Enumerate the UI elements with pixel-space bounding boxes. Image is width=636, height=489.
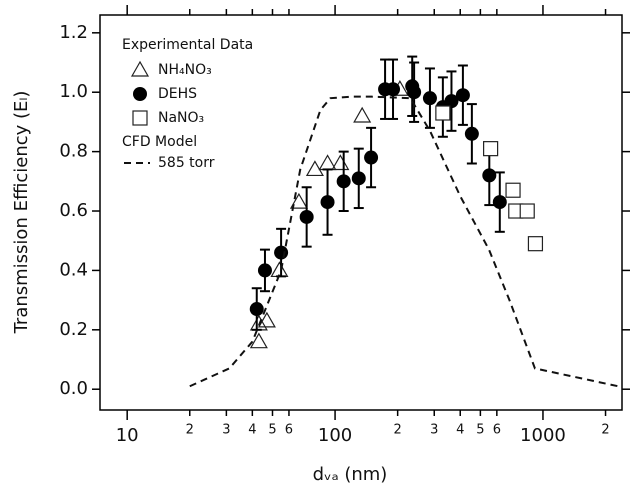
legend-marker bbox=[130, 60, 150, 77]
point bbox=[364, 150, 379, 165]
x-tick-label: 2 bbox=[186, 423, 194, 438]
x-tick-label: 5 bbox=[476, 423, 484, 438]
y-axis-label: Transmission Efficiency (Eₗ) bbox=[11, 91, 32, 335]
point bbox=[435, 105, 451, 121]
y-tick-label: 1.0 bbox=[59, 81, 88, 102]
x-tick-label: 5 bbox=[268, 423, 276, 438]
point bbox=[305, 160, 324, 177]
y-tick-label: 0.8 bbox=[59, 141, 88, 162]
legend-label: 585 torr bbox=[158, 155, 215, 171]
x-tick-label: 2 bbox=[601, 423, 609, 438]
x-tick-label: 3 bbox=[430, 423, 438, 438]
point bbox=[257, 311, 276, 328]
y-tick-label: 0.0 bbox=[59, 378, 88, 399]
point bbox=[274, 245, 289, 260]
legend-marker bbox=[132, 110, 148, 126]
point bbox=[386, 82, 401, 97]
x-tick-label: 10 bbox=[116, 425, 139, 446]
legend-marker bbox=[133, 87, 147, 101]
point bbox=[444, 94, 459, 109]
point bbox=[249, 332, 268, 349]
y-tick-label: 0.2 bbox=[59, 319, 88, 340]
legend-label: DEHS bbox=[158, 86, 197, 102]
point bbox=[482, 168, 497, 183]
point bbox=[492, 195, 507, 210]
x-axis-label: dᵥₐ (nm) bbox=[313, 464, 388, 485]
y-tick-label: 1.2 bbox=[59, 22, 88, 43]
point bbox=[257, 263, 272, 278]
point bbox=[299, 209, 314, 224]
point bbox=[455, 88, 470, 103]
x-tick-label: 3 bbox=[222, 423, 230, 438]
point bbox=[519, 203, 535, 219]
x-tick-label: 4 bbox=[248, 423, 256, 438]
x-tick-label: 1000 bbox=[520, 425, 566, 446]
point bbox=[336, 174, 351, 189]
x-tick-label: 100 bbox=[318, 425, 352, 446]
model-line bbox=[189, 95, 619, 388]
x-tick-label: 2 bbox=[394, 423, 402, 438]
legend-title: CFD Model bbox=[122, 134, 197, 150]
point bbox=[527, 236, 544, 252]
point bbox=[249, 302, 264, 317]
point bbox=[505, 182, 521, 198]
plot-frame bbox=[99, 14, 623, 411]
point bbox=[483, 141, 499, 157]
y-tick-label: 0.4 bbox=[59, 259, 88, 280]
point bbox=[353, 106, 372, 123]
point bbox=[270, 261, 289, 278]
legend-label: NH₄NO₃ bbox=[158, 62, 212, 78]
x-tick-label: 6 bbox=[285, 423, 293, 438]
x-tick-label: 6 bbox=[493, 423, 501, 438]
point bbox=[320, 195, 335, 210]
point bbox=[464, 126, 479, 141]
y-tick-label: 0.6 bbox=[59, 200, 88, 221]
point bbox=[351, 171, 366, 186]
legend-title: Experimental Data bbox=[122, 37, 253, 53]
point bbox=[289, 192, 308, 209]
legend-label: NaNO₃ bbox=[158, 110, 204, 126]
point bbox=[422, 91, 437, 106]
x-tick-label: 4 bbox=[456, 423, 464, 438]
point bbox=[407, 85, 422, 100]
